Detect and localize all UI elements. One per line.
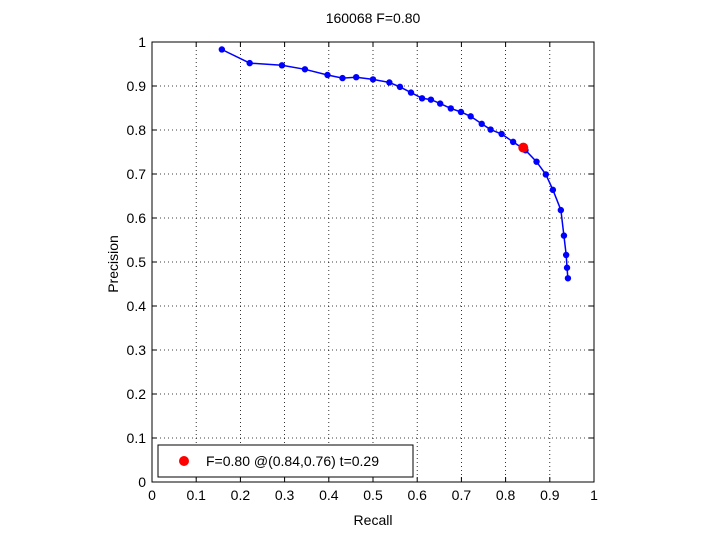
chart-title: 160068 F=0.80	[326, 10, 421, 26]
data-point	[509, 138, 517, 146]
data-point	[278, 62, 286, 69]
y-tick-label: 0.7	[127, 166, 147, 182]
data-point	[557, 206, 565, 214]
data-point	[369, 76, 377, 83]
data-point	[246, 59, 253, 67]
ticks: 0 0.1 0.2 0.3 0.4 0.5 0.6 0.7 0.8 0.9 1 0 0.1 0.2 0.3 0…	[127, 34, 599, 503]
x-tick-label: 0.1	[186, 487, 206, 503]
data-point	[218, 46, 226, 53]
data-point	[533, 158, 540, 165]
y-tick-label: 0	[138, 474, 146, 490]
data-point	[353, 74, 360, 81]
data-point	[396, 83, 404, 91]
data-point	[447, 105, 454, 112]
y-tick-label: 0.3	[127, 342, 147, 358]
data-point	[407, 89, 415, 96]
x-tick-label: 0.7	[452, 487, 472, 503]
data-point	[542, 171, 550, 178]
x-tick-label: 0.8	[496, 487, 516, 503]
x-tick-label: 1	[590, 487, 598, 503]
x-tick-label: 0.3	[275, 487, 295, 503]
data-point	[560, 232, 568, 239]
data-point	[339, 74, 346, 82]
x-tick-label: 0.9	[540, 487, 560, 503]
y-tick-label: 0.1	[127, 430, 147, 446]
y-tick-label: 0.4	[127, 298, 147, 314]
x-tick-label: 0.4	[319, 487, 339, 503]
data-point	[436, 100, 444, 107]
x-tick-label: 0.2	[231, 487, 251, 503]
y-tick-label: 0.2	[127, 386, 147, 402]
data-point	[324, 71, 331, 79]
y-tick-label: 0.6	[127, 210, 147, 226]
data-point	[457, 108, 465, 116]
data-point	[487, 126, 494, 133]
legend-marker	[179, 456, 189, 466]
grid	[152, 42, 594, 482]
y-axis-label: Precision	[105, 235, 121, 293]
data-point	[562, 251, 570, 259]
legend-box	[157, 444, 414, 478]
data-point	[386, 79, 393, 86]
data-point	[563, 264, 571, 271]
data-point	[427, 96, 435, 103]
legend-label: F=0.80 @(0.84,0.76) t=0.29	[206, 453, 379, 469]
x-axis-label: Recall	[354, 512, 393, 528]
x-tick-label: 0	[148, 487, 156, 503]
y-tick-label: 0.8	[127, 122, 147, 138]
data-point	[478, 120, 485, 128]
x-tick-label: 0.6	[407, 487, 427, 503]
best-f-marker	[518, 142, 529, 153]
y-tick-label: 1	[138, 34, 146, 50]
legend: F=0.80 @(0.84,0.76) t=0.29	[157, 444, 414, 478]
x-tick-label: 0.5	[363, 487, 383, 503]
series-group	[218, 46, 572, 282]
data-point	[564, 275, 572, 282]
data-point	[549, 186, 557, 194]
data-point	[418, 95, 426, 102]
y-tick-label: 0.9	[127, 78, 147, 94]
data-point	[498, 130, 505, 138]
data-point	[301, 66, 309, 73]
data-point	[467, 113, 474, 120]
y-tick-label: 0.5	[127, 254, 147, 270]
